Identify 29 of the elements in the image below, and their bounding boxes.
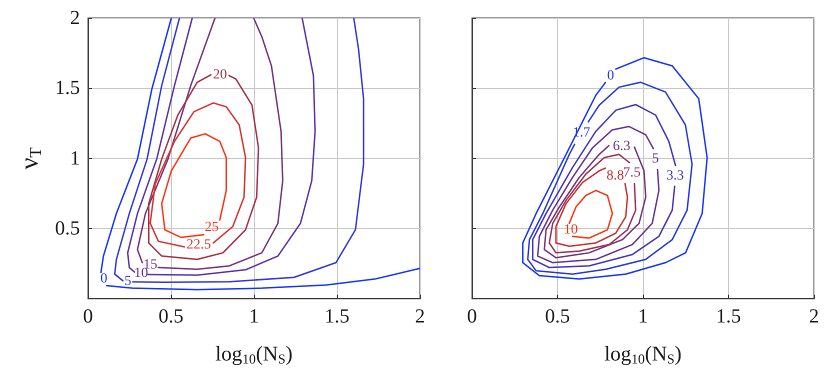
y-tick-label: 1 [70,147,80,170]
series-label: 25 [204,220,219,235]
x-tick-label: 2 [415,306,425,328]
x-tick-label: 1 [249,306,259,328]
x-tick-label: 1 [638,306,648,328]
x-tick-label: 0 [83,306,93,328]
series-label: 7.5 [623,166,641,181]
x-tick-label: 1.5 [716,306,741,328]
y-tick-label: 1.5 [55,77,80,100]
line-series [160,133,228,238]
series-label: 5 [652,152,659,167]
series-label: 10 [564,222,578,238]
series-label: 0 [607,68,614,84]
series-label: 3.3 [666,168,684,184]
y-axis-title: νT [14,146,45,170]
y-tick-label: 2 [70,7,80,29]
series-label: 5 [124,274,132,289]
x-tick-label: 0.5 [158,306,184,328]
line-series [150,102,246,248]
x-tick-label: 2 [809,306,819,328]
x-tick-label: 0.5 [545,306,570,328]
x-tick-label: 1.5 [324,306,350,328]
series-label: 8.8 [606,168,624,184]
series-label: 22.5 [186,237,212,252]
series-label: 0 [100,272,108,287]
series-label: 20 [212,68,227,83]
y-tick-label: 0.5 [55,218,80,240]
x-tick-label: 0 [467,306,477,328]
series-label: 6.3 [612,138,630,154]
